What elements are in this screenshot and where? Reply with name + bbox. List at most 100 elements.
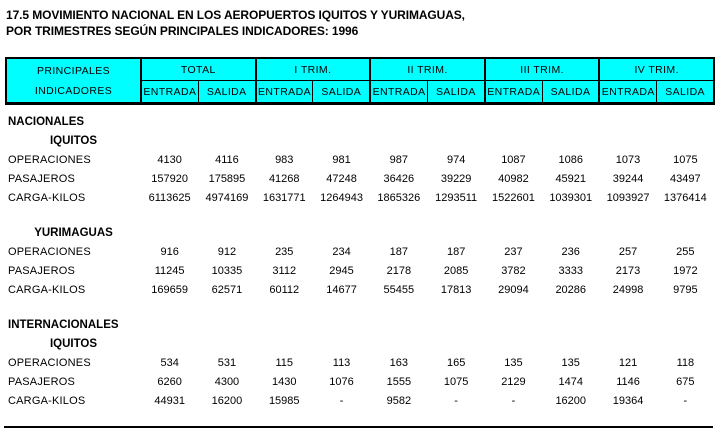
cell-value: 236 bbox=[561, 245, 580, 258]
cell-value: 1430 bbox=[272, 375, 297, 388]
section-name: NACIONALES bbox=[8, 115, 85, 128]
cell-value: 15985 bbox=[268, 394, 300, 407]
cell-value: 1075 bbox=[443, 375, 469, 388]
spacer-row bbox=[6, 207, 714, 223]
section-name: INTERNACIONALES bbox=[8, 318, 119, 331]
cell-value: 2173 bbox=[615, 264, 641, 277]
cell-value: 14677 bbox=[326, 283, 357, 296]
cell-value: 1865326 bbox=[377, 191, 421, 204]
cell-value: 531 bbox=[217, 356, 237, 369]
table-row: OPERACIONES 4130 4116 983 981 987 974 1087 1086 1… bbox=[6, 150, 714, 169]
cell-value: 45921 bbox=[555, 172, 587, 185]
cell-value: 121 bbox=[618, 356, 638, 369]
cell-value: 1087 bbox=[501, 153, 526, 166]
cell-value: 237 bbox=[504, 245, 523, 258]
cell-value: 135 bbox=[561, 356, 580, 369]
row-label: PASAJEROS bbox=[8, 172, 76, 185]
table-row: PASAJEROS 6260 4300 1430 1076 1555 1075 2129 147… bbox=[6, 372, 714, 391]
title-line-1: 17.5 MOVIMIENTO NACIONAL EN LOS AEROPUER… bbox=[6, 8, 465, 22]
cell-value: 6260 bbox=[157, 375, 182, 388]
table-row: OPERACIONES 534 531 115 113 163 165 135 135 121 11… bbox=[6, 353, 714, 372]
cell-value: 4974169 bbox=[205, 191, 249, 204]
header-group-row: PRINCIPALES INDICADORES TOTAL I TRIM. II… bbox=[5, 57, 715, 105]
cell-value: 39229 bbox=[440, 172, 472, 185]
header-salida-total: SALIDA bbox=[198, 80, 257, 105]
row-label: OPERACIONES bbox=[8, 245, 91, 258]
table-header: PRINCIPALES INDICADORES TOTAL I TRIM. II… bbox=[5, 57, 715, 105]
empty-cell bbox=[141, 223, 714, 242]
airport-name: YURIMAGUAS bbox=[34, 226, 113, 239]
row-label: CARGA-KILOS bbox=[8, 394, 86, 407]
cell-value: 16200 bbox=[555, 394, 587, 407]
table-row: PASAJEROS 157920 175895 41268 47248 36426 3922… bbox=[6, 169, 714, 188]
cell-value: 2129 bbox=[501, 375, 526, 388]
cell-value: 17813 bbox=[440, 283, 472, 296]
cell-value: 62571 bbox=[211, 283, 243, 296]
cell-value: 19364 bbox=[612, 394, 644, 407]
table-row: OPERACIONES 916 912 235 234 187 187 237 236 257 25… bbox=[6, 242, 714, 261]
row-label: CARGA-KILOS bbox=[8, 191, 86, 204]
cell-value: 4130 bbox=[157, 153, 182, 166]
cell-value: - bbox=[339, 394, 344, 407]
header-salida-trim-4: SALIDA bbox=[656, 80, 715, 105]
cell-value: 187 bbox=[389, 245, 409, 258]
cell-value: 24998 bbox=[612, 283, 644, 296]
cell-value: 3782 bbox=[501, 264, 526, 277]
header-entrada-total: ENTRADA bbox=[139, 80, 199, 105]
airport-row: IQUITOS bbox=[6, 131, 714, 150]
cell-value: 1073 bbox=[615, 153, 641, 166]
cell-value: 157920 bbox=[151, 172, 188, 185]
cell-value: 163 bbox=[389, 356, 409, 369]
cell-value: 1631771 bbox=[262, 191, 306, 204]
cell-value: 55455 bbox=[383, 283, 415, 296]
cell-value: 1075 bbox=[673, 153, 698, 166]
cell-value: 43497 bbox=[670, 172, 701, 185]
header-group-trim-4: IV TRIM. bbox=[598, 57, 715, 81]
cell-value: 3333 bbox=[558, 264, 583, 277]
cell-value: 987 bbox=[389, 153, 409, 166]
header-salida-trim-1: SALIDA bbox=[312, 80, 372, 105]
cell-value: 1093927 bbox=[606, 191, 650, 204]
cell-value: 981 bbox=[332, 153, 351, 166]
airport-name: IQUITOS bbox=[49, 134, 98, 147]
cell-value: 1146 bbox=[616, 375, 640, 388]
empty-cell bbox=[141, 334, 714, 353]
cell-value: 255 bbox=[676, 245, 695, 258]
empty-cell bbox=[141, 131, 714, 150]
cell-value: 1972 bbox=[673, 264, 698, 277]
cell-value: - bbox=[683, 394, 688, 407]
page-title: 17.5 MOVIMIENTO NACIONAL EN LOS AEROPUER… bbox=[6, 7, 719, 39]
header-entrada-trim-3: ENTRADA bbox=[483, 80, 543, 105]
header-group-trim-1: I TRIM. bbox=[254, 57, 372, 81]
row-label: PASAJEROS bbox=[8, 375, 76, 388]
cell-value: 44931 bbox=[154, 394, 185, 407]
cell-value: 187 bbox=[446, 245, 466, 258]
section-row: NACIONALES bbox=[6, 112, 714, 131]
cell-value: 912 bbox=[217, 245, 237, 258]
cell-value: 9795 bbox=[673, 283, 698, 296]
header-salida-trim-2: SALIDA bbox=[427, 80, 486, 105]
airport-row: IQUITOS bbox=[6, 334, 714, 353]
cell-value: 235 bbox=[275, 245, 294, 258]
row-label: OPERACIONES bbox=[8, 153, 91, 166]
header-group-trim-2: II TRIM. bbox=[369, 57, 486, 81]
cell-value: - bbox=[511, 394, 516, 407]
cell-value: 6113625 bbox=[148, 191, 191, 204]
table-body: NACIONALES IQUITOS OPERACIONES 4130 4116 983 9… bbox=[6, 104, 714, 411]
section-row: INTERNACIONALES bbox=[6, 315, 714, 334]
cell-value: 1474 bbox=[558, 375, 583, 388]
cell-value: 2178 bbox=[386, 264, 412, 277]
spacer-row bbox=[6, 299, 714, 315]
table-row: CARGA-KILOS 6113625 4974169 1631771 1264943 1… bbox=[6, 188, 714, 207]
header-salida-trim-3: SALIDA bbox=[542, 80, 601, 105]
cell-value: 1376414 bbox=[663, 191, 707, 204]
header-indicadores-label: INDICADORES bbox=[34, 84, 113, 97]
cell-value: 4300 bbox=[214, 375, 240, 388]
cell-value: 1555 bbox=[386, 375, 412, 388]
cell-value: 113 bbox=[332, 356, 351, 369]
cell-value: 4116 bbox=[215, 153, 239, 166]
cell-value: 135 bbox=[504, 356, 523, 369]
cell-value: 9582 bbox=[386, 394, 412, 407]
cell-value: 39244 bbox=[612, 172, 644, 185]
cell-value: 1293511 bbox=[435, 191, 478, 204]
